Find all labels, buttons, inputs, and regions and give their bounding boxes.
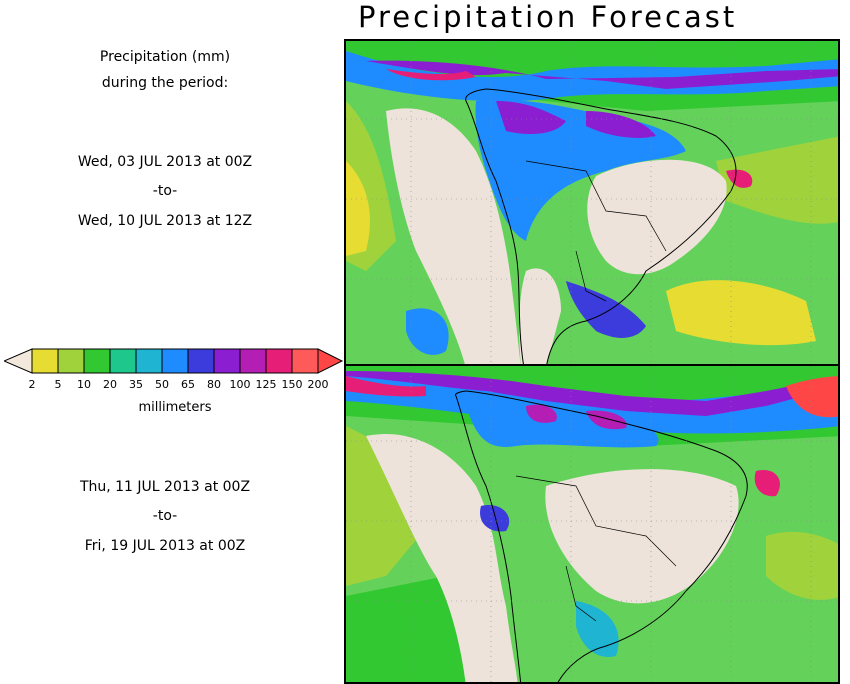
precip-area-pacific-south-blue <box>406 308 449 355</box>
legend-below-arrow <box>2 348 33 374</box>
legend-tick-label: 100 <box>229 378 251 391</box>
dry-area-brazil <box>587 159 727 275</box>
precip-area-coast-red <box>754 470 780 497</box>
precip-area-plata-cyan <box>576 601 619 657</box>
period2-separator: -to- <box>152 508 178 524</box>
lat-lon-grid <box>346 366 838 682</box>
precip-area-atlantic-lime <box>766 531 838 600</box>
period1-start: Wed, 03 JUL 2013 at 00Z <box>77 154 253 170</box>
precip-area-atlantic-lime <box>716 136 838 224</box>
precip-area-itcz-red <box>386 69 476 81</box>
legend-swatch <box>239 348 267 374</box>
legend-tick-label: 35 <box>129 378 143 391</box>
legend-swatch <box>109 348 137 374</box>
precip-area-south-atlantic-yellow <box>666 280 816 346</box>
legend-tick-label: 2 <box>28 378 36 391</box>
map-panel-period2 <box>344 364 840 684</box>
period1-end: Wed, 10 JUL 2013 at 12Z <box>77 213 253 229</box>
legend-swatch <box>265 348 293 374</box>
legend-unit: millimeters <box>138 400 212 415</box>
legend-swatch <box>187 348 215 374</box>
precip-map-period2 <box>346 366 838 682</box>
legend-tick-label: 20 <box>103 378 117 391</box>
period-label-line1: Precipitation (mm) <box>99 49 231 65</box>
legend-tick-label: 65 <box>181 378 195 391</box>
continent-outline <box>455 390 748 682</box>
legend-swatch <box>213 348 241 374</box>
dry-area-pacific-coast <box>366 434 518 682</box>
legend-swatch <box>83 348 111 374</box>
period2-start: Thu, 11 JUL 2013 at 00Z <box>79 479 251 495</box>
period-label-line2: during the period: <box>101 75 229 91</box>
legend-tick-label: 50 <box>155 378 169 391</box>
color-legend <box>2 348 344 418</box>
precip-area-amazon-blue <box>466 401 659 448</box>
dry-area-brazil <box>545 469 739 604</box>
legend-swatch <box>31 348 59 374</box>
period2-end: Fri, 19 JUL 2013 at 00Z <box>84 538 246 554</box>
legend-tick-label: 5 <box>54 378 62 391</box>
page-title: Precipitation Forecast <box>358 0 738 34</box>
precip-area-amazon-purple <box>496 101 656 138</box>
country-borders <box>515 475 677 622</box>
precip-area-coast-red <box>726 169 753 188</box>
precip-area-atlantic-red <box>786 376 838 418</box>
precip-map-period1 <box>346 41 838 364</box>
color-legend-bar <box>2 348 344 374</box>
precip-area-itcz-blue <box>346 51 838 102</box>
legend-tick-label: 10 <box>77 378 91 391</box>
precip-area-plata-blue <box>566 281 646 338</box>
legend-tick-label: 200 <box>307 378 329 391</box>
precip-area-pacific-yellow <box>346 161 370 256</box>
continent-outline <box>465 88 737 364</box>
legend-tick-label: 150 <box>281 378 303 391</box>
dry-area-pacific-coast <box>386 108 521 364</box>
legend-tick-label: 80 <box>207 378 221 391</box>
map-panel-period1 <box>344 39 840 366</box>
precip-area-amazon-magenta <box>526 404 627 430</box>
precip-area-andes-blue <box>480 505 510 532</box>
legend-swatch <box>291 348 319 374</box>
precip-area-itcz-purple <box>346 371 838 416</box>
precip-area-pacific-lime <box>346 426 436 586</box>
precip-area-itcz-purple <box>366 60 838 89</box>
dry-area-argentina <box>519 268 561 364</box>
legend-swatch <box>135 348 163 374</box>
period1-separator: -to- <box>152 183 178 199</box>
country-borders <box>525 160 667 302</box>
legend-swatch <box>57 348 85 374</box>
legend-above-arrow <box>317 348 344 374</box>
legend-tick-label: 125 <box>255 378 277 391</box>
legend-swatch <box>161 348 189 374</box>
precip-area-itcz-red <box>346 376 426 397</box>
